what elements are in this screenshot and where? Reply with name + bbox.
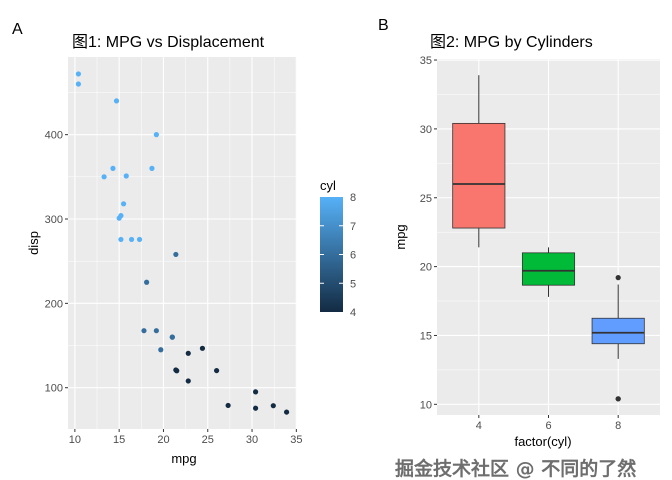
data-point [153,132,159,138]
data-point [110,165,116,171]
chart-b-title: 图2: MPG by Cylinders [430,34,593,51]
chart-b-xlabel: factor(cyl) [514,434,571,449]
data-point [225,402,231,409]
data-point [141,328,147,334]
data-point [252,405,259,411]
y-tick-label: 30 [420,124,432,136]
y-tick-label: 100 [45,383,63,395]
outlier-point [615,275,621,281]
x-tick-label: 25 [202,434,214,446]
scatter-chart: 10 15 20 25 30 35 100 200 300 400 4 5 6 7 8 [45,57,356,446]
data-point [252,389,259,395]
plot-panel [68,57,297,429]
legend-label: 6 [350,250,356,262]
x-tick-label: 15 [113,434,125,446]
data-point [75,71,82,77]
data-point [169,334,175,340]
data-point [270,403,276,409]
data-point [113,98,120,104]
y-tick-label: 15 [420,330,432,342]
x-tick-label: 10 [69,434,81,446]
x-tick-label: 30 [246,434,258,446]
data-point [185,350,191,356]
panel-tag-b: B [378,17,389,34]
data-point [123,173,129,179]
data-point [136,236,143,243]
data-point [149,165,155,171]
chart-a-xlabel: mpg [171,451,196,466]
data-point [214,367,220,374]
data-point [158,347,164,353]
data-point [128,236,135,243]
y-tick-label: 200 [45,298,63,310]
legend-label: 5 [350,278,356,290]
data-point [283,409,290,415]
chart-a-title: 图1: MPG vs Displacement [72,34,265,51]
legend-title: cyl [320,178,336,193]
x-tick-label: 6 [545,420,551,432]
y-tick-label: 10 [420,399,432,411]
y-tick-label: 300 [45,214,63,226]
data-point [118,236,124,243]
data-point [101,174,107,180]
outlier-point [615,396,621,402]
panel-tag-a: A [12,21,23,38]
data-point [75,81,82,87]
y-tick-label: 35 [420,55,432,67]
data-point [199,345,206,351]
watermark: 掘金技术社区 @ 不同的了然 [395,457,636,480]
x-tick-label: 8 [615,420,621,432]
data-point [116,215,122,221]
chart-b-ylabel: mpg [393,224,408,249]
data-point [173,251,179,258]
box [591,317,645,345]
x-tick-label: 35 [290,434,302,446]
data-point [120,201,127,207]
data-point [185,378,191,384]
box [452,122,506,229]
x-tick-label: 20 [157,434,169,446]
box-chart: 10 15 20 25 30 35 4 6 8 [420,55,660,432]
data-point [144,279,150,285]
y-tick-label: 20 [420,262,432,274]
y-tick-label: 25 [420,193,432,205]
data-point [153,328,159,334]
x-tick-label: 4 [476,420,482,432]
box [521,252,576,286]
legend-label: 8 [350,192,356,204]
legend-label: 7 [350,221,356,233]
legend-label: 4 [350,307,356,319]
colorbar [320,197,343,312]
y-tick-label: 400 [45,130,63,142]
data-point [173,367,179,373]
chart-a-ylabel: disp [26,231,41,255]
